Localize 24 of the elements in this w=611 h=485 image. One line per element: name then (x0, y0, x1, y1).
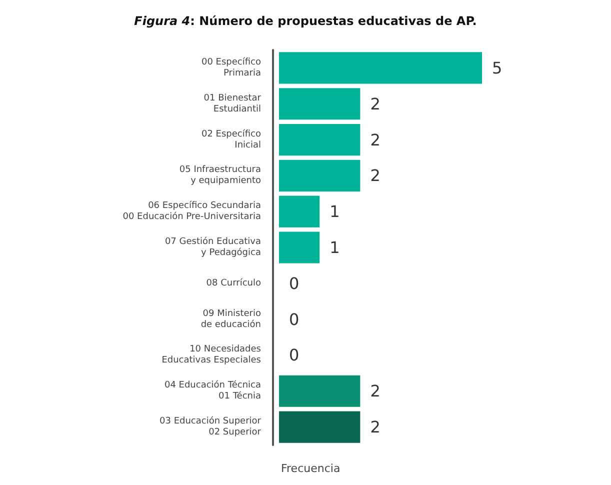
y-tick-label: 04 Educación Técnica 01 Técnia (164, 380, 261, 402)
data-label: 2 (370, 382, 380, 401)
data-label: 1 (330, 238, 340, 257)
data-label: 0 (289, 310, 300, 329)
y-tick-label: 00 Específico Primaria (201, 56, 262, 78)
data-label: 0 (289, 346, 300, 365)
data-label: 1 (330, 202, 340, 222)
y-tick-label: 05 Infraestructura y equipamiento (179, 165, 262, 186)
x-axis-title: Frecuencia (281, 462, 340, 475)
data-label: 0 (289, 274, 300, 293)
y-tick-label: 02 Específico Inicial (201, 128, 262, 150)
data-label: 2 (370, 130, 380, 150)
data-label: 2 (370, 166, 380, 186)
y-tick-label: 06 Específico Secundaria 00 Educación Pre-Universitaria (122, 200, 261, 222)
y-tick-label: 10 Necesidades Educativas Especiales (162, 344, 262, 366)
chart-title: Figura 4: Número de propuestas educativas de AP. (134, 14, 477, 28)
y-tick-label: 01 Bienestar Estudiantil (204, 93, 262, 114)
y-tick-label: 07 Gestión Educativa y Pedagógica (164, 236, 261, 258)
data-label: 5 (492, 58, 502, 78)
data-label: 2 (370, 418, 380, 437)
y-tick-label: 03 Educación Superior 02 Superior (160, 416, 262, 438)
y-tick-label: 08 Currículo (206, 277, 262, 288)
data-label: 2 (370, 94, 380, 114)
y-tick-label: 09 Ministerio de educación (200, 308, 262, 330)
